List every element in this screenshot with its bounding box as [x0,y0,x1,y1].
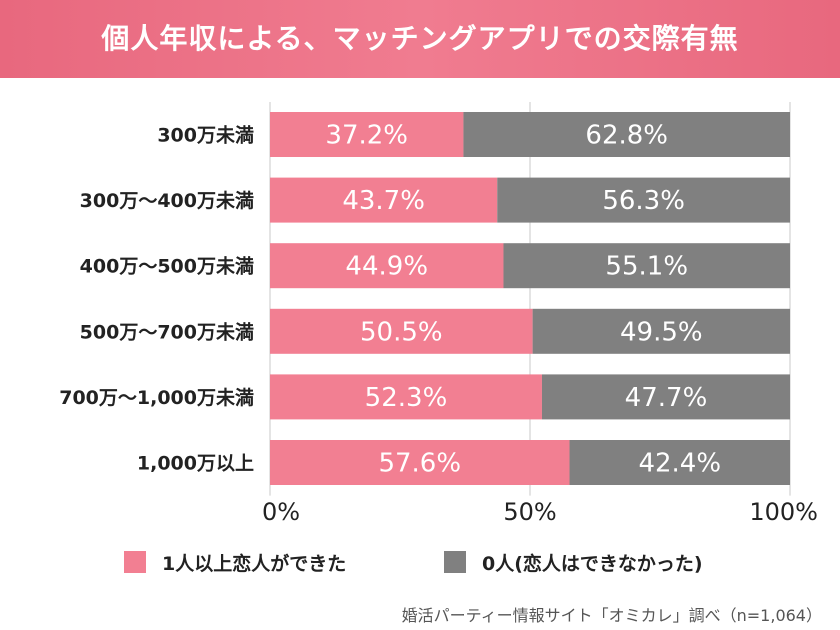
category-label: 500万～700万未満 [80,320,254,343]
bar-yes [270,374,542,420]
bar-value-label: 49.5% [620,317,703,347]
bar-value-label: 47.7% [625,383,708,413]
bar-no [463,112,790,157]
legend-swatch-yes [124,551,146,573]
legend-label: 0人(恋人はできなかった) [482,552,703,575]
bar-value-label: 43.7% [342,186,425,216]
bar-no [503,243,790,289]
source-note: 婚活パーティー情報サイト「オミカレ」調べ（n=1,064） [401,606,822,625]
title-banner: 個人年収による、マッチングアプリでの交際有無 [0,0,840,78]
bar-no [569,440,790,485]
bar-value-label: 52.3% [365,383,448,413]
category-label: 300万未満 [157,124,254,147]
x-tick-label: 50% [503,498,556,526]
x-tick-label: 0% [262,498,300,526]
bar-no [497,177,790,223]
category-label: 300万～400万未満 [80,189,254,212]
bar-value-label: 44.9% [345,252,428,282]
bar-yes [270,177,498,223]
legend-label: 1人以上恋人ができた [162,552,346,575]
bar-value-label: 57.6% [378,449,461,479]
x-tick-label: 100% [749,498,818,526]
bar-value-label: 56.3% [602,186,685,216]
bar-yes [270,440,570,485]
bar-value-label: 55.1% [605,252,688,282]
bar-no [532,308,790,354]
chart-title: 個人年収による、マッチングアプリでの交際有無 [101,22,739,55]
bar-value-label: 42.4% [638,449,721,479]
bar-value-label: 62.8% [585,121,668,151]
category-label: 400万～500万未満 [80,255,254,278]
bar-yes [270,308,533,354]
bar-yes [270,243,504,289]
category-label: 1,000万以上 [137,453,254,475]
bar-value-label: 50.5% [360,317,443,347]
category-label: 700万～1,000万未満 [59,386,254,409]
bar-no [541,374,790,420]
legend-swatch-no [444,551,466,573]
bar-yes [270,112,464,157]
bar-value-label: 37.2% [325,121,408,151]
